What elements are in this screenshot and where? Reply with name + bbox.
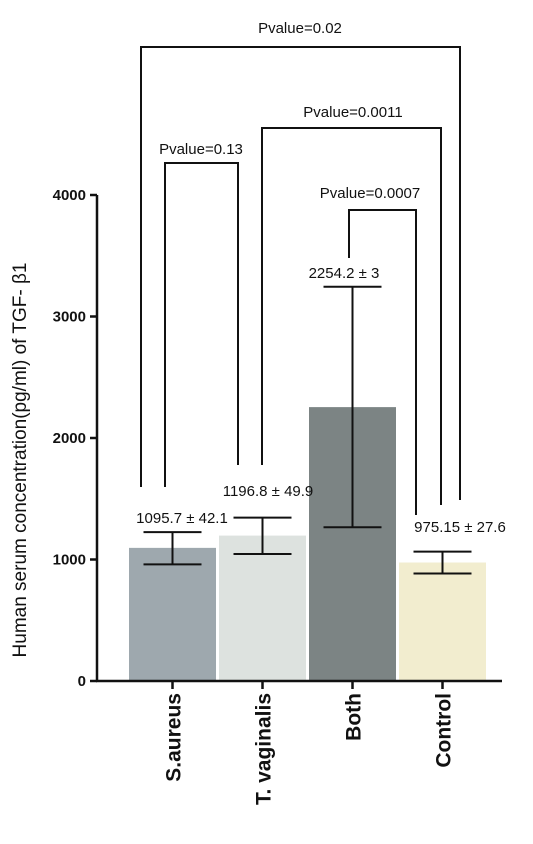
p-value-label-1: Pvalue=0.02 (258, 20, 342, 37)
y-tick-label-1000: 1000 (53, 552, 86, 569)
comparison-bracket-4 (348, 209, 417, 515)
error-bar-2 (233, 516, 292, 556)
bar-2 (219, 535, 306, 681)
comparison-brackets-layer (140, 46, 461, 515)
error-bars-layer (143, 285, 472, 575)
axes-layer (90, 193, 502, 689)
category-label-4: Control (433, 693, 456, 768)
bars-layer (129, 407, 486, 681)
error-bar-1 (143, 531, 202, 566)
labels-layer: 0 1000 2000 3000 4000 S.aureus T. vaginalis Bot… (53, 20, 506, 805)
y-tick-label-0: 0 (78, 673, 86, 690)
comparison-bracket-2 (261, 127, 442, 505)
value-label-1: 1095.7 ± 42.1 (136, 510, 228, 527)
comparison-bracket-1 (140, 46, 461, 500)
bar-1 (129, 547, 216, 681)
p-value-label-4: Pvalue=0.0007 (320, 185, 421, 202)
error-bar-4 (413, 550, 472, 575)
category-label-3: Both (343, 693, 366, 741)
value-label-3: 2254.2 ± 3 (309, 265, 380, 282)
comparison-bracket-3 (164, 162, 239, 487)
y-axis-label: Human serum concentration(pg/ml) of TGF-… (10, 263, 31, 658)
bar-4 (399, 562, 486, 681)
category-label-1: S.aureus (163, 693, 186, 782)
p-value-label-2: Pvalue=0.0011 (303, 104, 402, 121)
y-tick-label-3000: 3000 (53, 309, 86, 326)
value-label-2: 1196.8 ± 49.9 (223, 483, 314, 500)
category-label-2: T. vaginalis (253, 693, 276, 805)
y-tick-label-4000: 4000 (53, 187, 86, 204)
p-value-label-3: Pvalue=0.13 (159, 141, 243, 158)
y-tick-label-2000: 2000 (53, 430, 86, 447)
error-bar-3 (323, 285, 382, 529)
value-label-4: 975.15 ± 27.6 (414, 519, 506, 536)
